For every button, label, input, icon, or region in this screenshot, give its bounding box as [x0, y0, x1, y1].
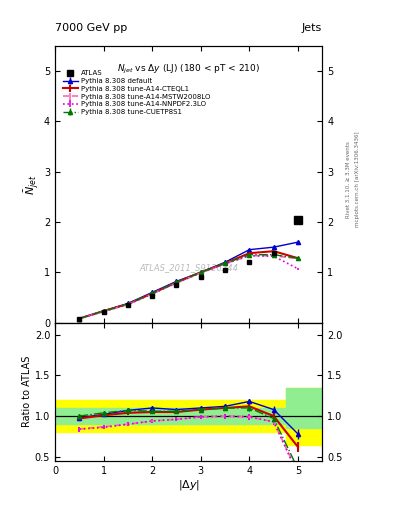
Text: $N_{jet}$ vs $\Delta y$ (LJ) (180 < pT < 210): $N_{jet}$ vs $\Delta y$ (LJ) (180 < pT <…: [117, 62, 260, 76]
Text: ATLAS_2011_S9126244: ATLAS_2011_S9126244: [139, 263, 238, 272]
Y-axis label: $\bar{N}_{jet}$: $\bar{N}_{jet}$: [22, 174, 41, 195]
Y-axis label: Ratio to ATLAS: Ratio to ATLAS: [22, 356, 32, 428]
Legend: ATLAS, Pythia 8.308 default, Pythia 8.308 tune-A14-CTEQL1, Pythia 8.308 tune-A14: ATLAS, Pythia 8.308 default, Pythia 8.30…: [61, 69, 211, 116]
Text: mcplots.cern.ch [arXiv:1306.3436]: mcplots.cern.ch [arXiv:1306.3436]: [355, 132, 360, 227]
Text: Jets: Jets: [302, 23, 322, 33]
X-axis label: $|\Delta y|$: $|\Delta y|$: [178, 478, 200, 493]
Text: Rivet 3.1.10, ≥ 3.3M events: Rivet 3.1.10, ≥ 3.3M events: [345, 141, 350, 218]
Text: 7000 GeV pp: 7000 GeV pp: [55, 23, 127, 33]
